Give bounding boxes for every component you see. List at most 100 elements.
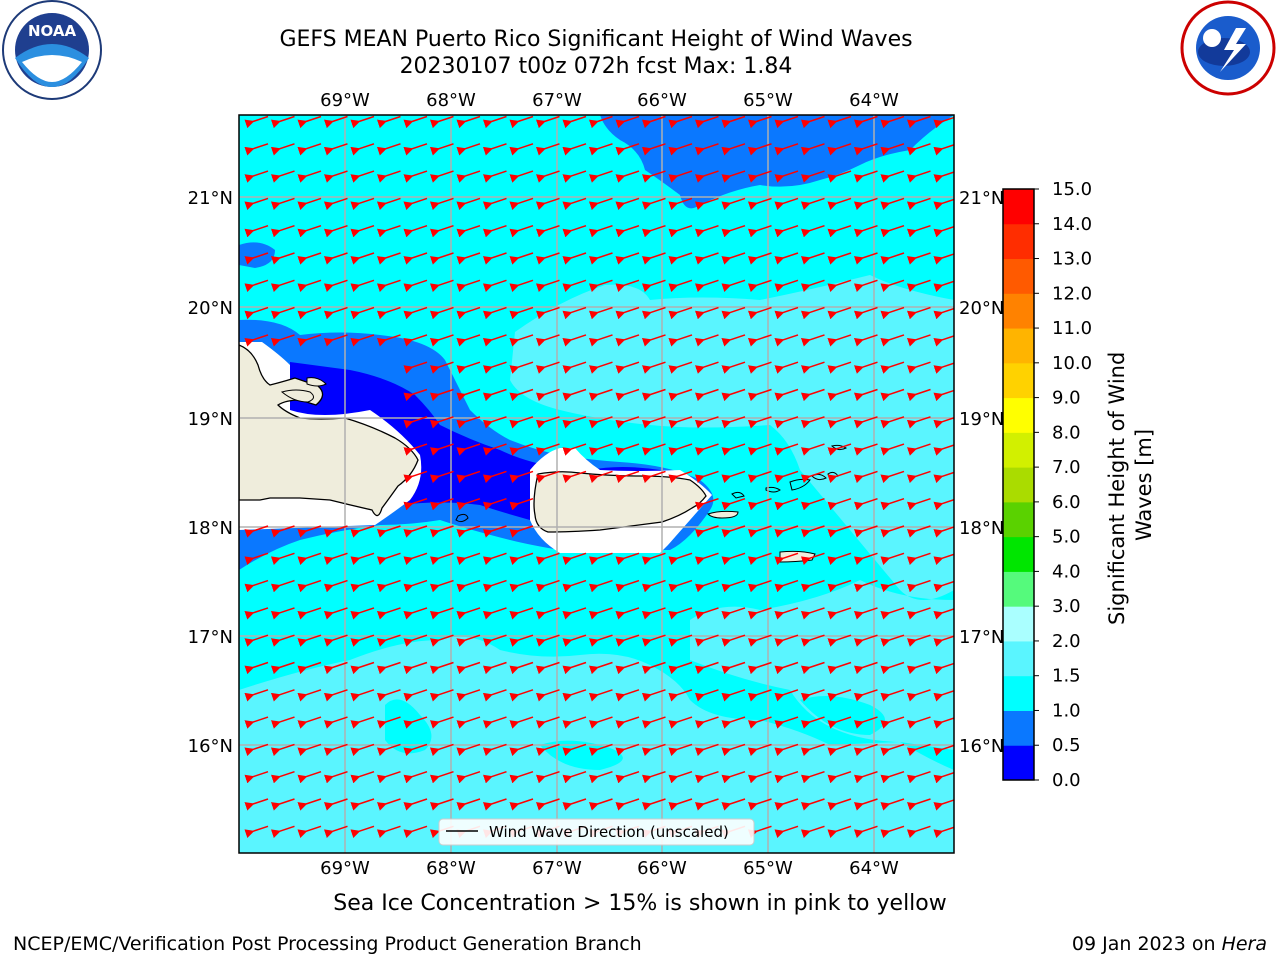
wind-wave-arrow bbox=[535, 361, 560, 374]
wind-wave-arrow bbox=[694, 334, 719, 347]
wind-wave-arrow bbox=[270, 825, 295, 838]
wind-wave-arrow bbox=[297, 197, 322, 211]
wind-wave-arrow bbox=[323, 716, 348, 729]
wind-wave-arrow bbox=[853, 497, 878, 511]
wind-wave-arrow bbox=[588, 716, 613, 729]
wind-wave-arrow bbox=[668, 170, 693, 183]
wind-wave-arrow bbox=[641, 361, 666, 374]
wind-wave-arrow bbox=[429, 143, 454, 156]
wind-wave-arrow bbox=[880, 798, 905, 811]
wind-wave-arrow bbox=[827, 470, 852, 484]
wind-wave-arrow bbox=[562, 552, 587, 565]
wind-wave-arrow bbox=[694, 689, 719, 702]
wind-wave-arrow bbox=[933, 198, 954, 211]
wind-wave-arrow bbox=[482, 770, 507, 784]
wind-wave-arrow bbox=[641, 661, 666, 675]
wind-wave-arrow bbox=[535, 689, 560, 702]
colorbar-title: Significant Height of Wind Waves [m] bbox=[1105, 345, 1156, 625]
colorbar-segment bbox=[1003, 501, 1034, 538]
colorbar-segment bbox=[1003, 467, 1034, 503]
wind-wave-arrow bbox=[694, 470, 719, 484]
wind-wave-arrow bbox=[456, 416, 481, 429]
wind-wave-arrow bbox=[721, 634, 746, 647]
wind-wave-arrow bbox=[429, 497, 454, 511]
wind-wave-arrow bbox=[933, 744, 954, 757]
wind-wave-arrow bbox=[747, 197, 772, 211]
wind-wave-arrow bbox=[403, 279, 428, 292]
wind-wave-arrow bbox=[774, 661, 799, 675]
wind-wave-arrow bbox=[403, 607, 428, 620]
lon-label-bottom: 67°W bbox=[532, 858, 582, 879]
wind-wave-arrow bbox=[615, 115, 640, 129]
wind-wave-arrow bbox=[323, 607, 348, 620]
wind-wave-arrow bbox=[800, 716, 825, 729]
wind-wave-arrow bbox=[800, 661, 825, 675]
wind-wave-arrow bbox=[376, 306, 401, 320]
wind-wave-arrow bbox=[721, 497, 746, 511]
wind-wave-arrow bbox=[774, 525, 799, 538]
wind-wave-arrow bbox=[350, 552, 375, 565]
wind-wave-arrow bbox=[429, 115, 454, 129]
wind-wave-arrow bbox=[323, 170, 348, 183]
contour-0p5-north bbox=[600, 115, 954, 209]
wind-wave-arrow bbox=[641, 443, 666, 456]
lat-label-right: 17°N bbox=[959, 627, 1004, 648]
wind-wave-arrow bbox=[747, 224, 772, 238]
wind-wave-arrow bbox=[376, 634, 401, 647]
wind-wave-arrow bbox=[853, 525, 878, 538]
wind-wave-arrow bbox=[906, 689, 931, 702]
colorbar-tick-label: 15.0 bbox=[1052, 179, 1092, 200]
wind-wave-arrow bbox=[509, 252, 534, 265]
wind-wave-arrow bbox=[429, 224, 454, 238]
wind-wave-arrow bbox=[774, 743, 799, 757]
wind-wave-arrow bbox=[827, 525, 852, 538]
wind-wave-arrow bbox=[535, 143, 560, 156]
wind-wave-arrow bbox=[880, 306, 905, 320]
wind-wave-arrow bbox=[880, 525, 905, 538]
colorbar-tick-label: 9.0 bbox=[1052, 388, 1081, 409]
wind-wave-arrow bbox=[297, 115, 322, 129]
wind-wave-arrow bbox=[562, 798, 587, 811]
wind-wave-arrow bbox=[482, 579, 507, 593]
wind-wave-arrow bbox=[509, 579, 534, 593]
wind-wave-arrow bbox=[403, 388, 428, 402]
wind-wave-arrow bbox=[668, 770, 693, 784]
wind-wave-arrow bbox=[588, 416, 613, 429]
colorbar-tick-label: 13.0 bbox=[1052, 249, 1092, 270]
wind-wave-arrow bbox=[456, 470, 481, 484]
wind-wave-arrow bbox=[244, 825, 269, 838]
wind-wave-arrow bbox=[376, 252, 401, 265]
wind-wave-arrow bbox=[456, 525, 481, 538]
wind-wave-arrow bbox=[827, 743, 852, 757]
wind-wave-arrow bbox=[721, 143, 746, 156]
wind-wave-arrow bbox=[800, 798, 825, 811]
wind-wave-arrow bbox=[694, 661, 719, 675]
legend-label: Wind Wave Direction (unscaled) bbox=[489, 823, 729, 841]
wind-wave-arrow bbox=[588, 252, 613, 265]
wind-wave-arrow bbox=[244, 607, 269, 620]
wind-wave-arrow bbox=[827, 497, 852, 511]
wind-wave-arrow bbox=[270, 552, 295, 565]
wind-wave-arrow bbox=[827, 579, 852, 593]
wind-wave-arrow bbox=[482, 743, 507, 757]
wind-wave-arrow bbox=[747, 361, 772, 374]
wind-wave-arrow bbox=[456, 743, 481, 757]
wind-wave-arrow bbox=[721, 607, 746, 620]
wind-wave-arrow bbox=[270, 689, 295, 702]
colorbar-tick-label: 3.0 bbox=[1052, 596, 1081, 617]
wind-wave-arrow bbox=[668, 306, 693, 320]
wind-wave-arrow bbox=[694, 197, 719, 211]
wind-wave-arrow bbox=[270, 607, 295, 620]
wind-wave-arrow bbox=[376, 224, 401, 238]
wind-wave-arrow bbox=[774, 306, 799, 320]
wind-wave-arrow bbox=[350, 716, 375, 729]
wind-wave-arrow bbox=[429, 770, 454, 784]
wind-wave-arrow bbox=[403, 170, 428, 183]
wind-wave-arrow bbox=[641, 716, 666, 729]
wind-wave-arrow bbox=[535, 798, 560, 811]
wind-wave-arrow bbox=[615, 416, 640, 429]
wind-wave-arrow bbox=[800, 143, 825, 156]
wind-wave-arrow bbox=[694, 579, 719, 593]
wind-wave-arrow bbox=[509, 170, 534, 183]
wind-wave-arrow bbox=[880, 470, 905, 484]
